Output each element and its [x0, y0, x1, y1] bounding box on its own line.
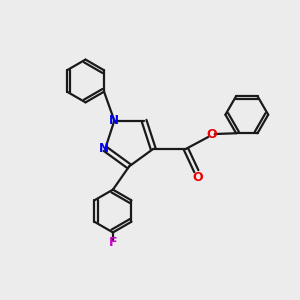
Text: O: O: [193, 171, 203, 184]
Text: N: N: [99, 142, 109, 155]
Text: O: O: [206, 128, 217, 140]
Text: N: N: [109, 114, 119, 127]
Text: F: F: [109, 236, 117, 249]
